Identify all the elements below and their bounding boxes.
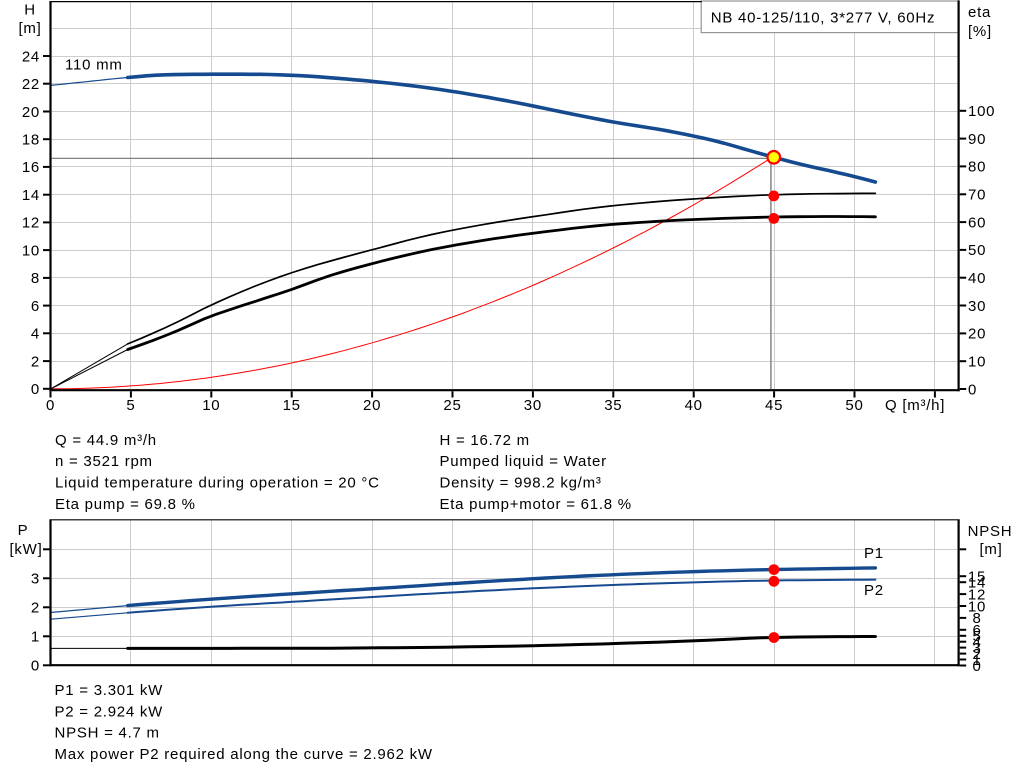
svg-text:NPSH: NPSH — [968, 523, 1013, 540]
svg-text:P1: P1 — [864, 545, 884, 562]
svg-text:10: 10 — [968, 354, 986, 371]
svg-text:P: P — [18, 522, 29, 539]
svg-text:[%]: [%] — [968, 23, 992, 40]
svg-text:18: 18 — [22, 132, 40, 149]
svg-text:40: 40 — [968, 270, 986, 287]
svg-text:22: 22 — [22, 76, 40, 93]
svg-text:n = 3521 rpm: n = 3521 rpm — [55, 453, 153, 470]
svg-text:10: 10 — [22, 242, 40, 259]
svg-text:3: 3 — [31, 571, 40, 588]
svg-text:Liquid temperature during oper: Liquid temperature during operation = 20… — [55, 475, 380, 492]
svg-text:80: 80 — [968, 159, 986, 176]
svg-text:[m]: [m] — [18, 20, 41, 37]
svg-text:16: 16 — [22, 159, 40, 176]
svg-text:5: 5 — [972, 628, 981, 645]
svg-text:60: 60 — [968, 214, 986, 231]
svg-text:Eta pump+motor = 61.8 %: Eta pump+motor = 61.8 % — [440, 496, 632, 513]
svg-text:[kW]: [kW] — [10, 541, 43, 558]
svg-text:8: 8 — [31, 270, 40, 287]
svg-text:2: 2 — [972, 646, 981, 663]
svg-text:25: 25 — [443, 397, 461, 414]
svg-text:30: 30 — [524, 397, 542, 414]
svg-text:Density = 998.2 kg/m³: Density = 998.2 kg/m³ — [440, 475, 602, 492]
svg-text:0: 0 — [972, 658, 981, 675]
svg-text:0: 0 — [46, 397, 55, 414]
svg-text:90: 90 — [968, 131, 986, 148]
svg-text:P1 = 3.301 kW: P1 = 3.301 kW — [55, 682, 164, 699]
svg-text:0: 0 — [31, 381, 40, 398]
svg-text:10: 10 — [202, 397, 220, 414]
svg-text:0: 0 — [31, 658, 40, 675]
svg-text:20: 20 — [968, 326, 986, 343]
svg-text:10: 10 — [968, 598, 986, 615]
svg-text:20: 20 — [22, 104, 40, 121]
svg-text:2: 2 — [31, 600, 40, 617]
svg-text:12: 12 — [22, 215, 40, 232]
svg-text:45: 45 — [765, 397, 783, 414]
svg-text:4: 4 — [972, 634, 981, 651]
svg-text:100: 100 — [968, 103, 995, 120]
svg-text:15: 15 — [283, 397, 301, 414]
svg-text:20: 20 — [363, 397, 381, 414]
svg-text:H: H — [24, 2, 36, 19]
svg-text:14: 14 — [968, 575, 986, 592]
svg-text:14: 14 — [22, 187, 40, 204]
svg-text:6: 6 — [972, 622, 981, 639]
svg-text:eta: eta — [968, 4, 991, 21]
svg-text:Eta pump = 69.8 %: Eta pump = 69.8 % — [55, 496, 196, 513]
svg-text:50: 50 — [968, 242, 986, 259]
svg-text:4: 4 — [31, 326, 40, 343]
svg-text:H = 16.72 m: H = 16.72 m — [440, 432, 530, 449]
svg-text:1: 1 — [31, 629, 40, 646]
svg-text:35: 35 — [604, 397, 622, 414]
svg-text:Q [m³/h]: Q [m³/h] — [885, 397, 945, 414]
svg-text:50: 50 — [845, 397, 863, 414]
svg-text:3: 3 — [972, 640, 981, 657]
svg-text:24: 24 — [22, 48, 40, 65]
svg-text:110 mm: 110 mm — [65, 57, 123, 74]
svg-text:0: 0 — [968, 381, 977, 398]
svg-text:Q = 44.9 m³/h: Q = 44.9 m³/h — [55, 432, 157, 449]
svg-text:30: 30 — [968, 298, 986, 315]
svg-text:Max power P2 required along th: Max power P2 required along the curve = … — [55, 746, 433, 763]
svg-text:P2: P2 — [864, 582, 884, 599]
svg-text:[m]: [m] — [979, 541, 1002, 558]
svg-text:2: 2 — [31, 353, 40, 370]
svg-text:40: 40 — [685, 397, 703, 414]
svg-text:NPSH = 4.7 m: NPSH = 4.7 m — [55, 725, 160, 742]
svg-text:15: 15 — [968, 569, 986, 586]
svg-text:Pumped liquid = Water: Pumped liquid = Water — [440, 453, 607, 470]
svg-text:12: 12 — [968, 586, 986, 603]
svg-text:NB 40-125/110, 3*277 V, 60Hz: NB 40-125/110, 3*277 V, 60Hz — [711, 9, 935, 26]
svg-text:6: 6 — [31, 298, 40, 315]
svg-text:5: 5 — [126, 397, 135, 414]
svg-text:P2 = 2.924 kW: P2 = 2.924 kW — [55, 703, 164, 720]
svg-text:1: 1 — [972, 652, 981, 669]
svg-text:70: 70 — [968, 187, 986, 204]
svg-text:8: 8 — [972, 610, 981, 627]
